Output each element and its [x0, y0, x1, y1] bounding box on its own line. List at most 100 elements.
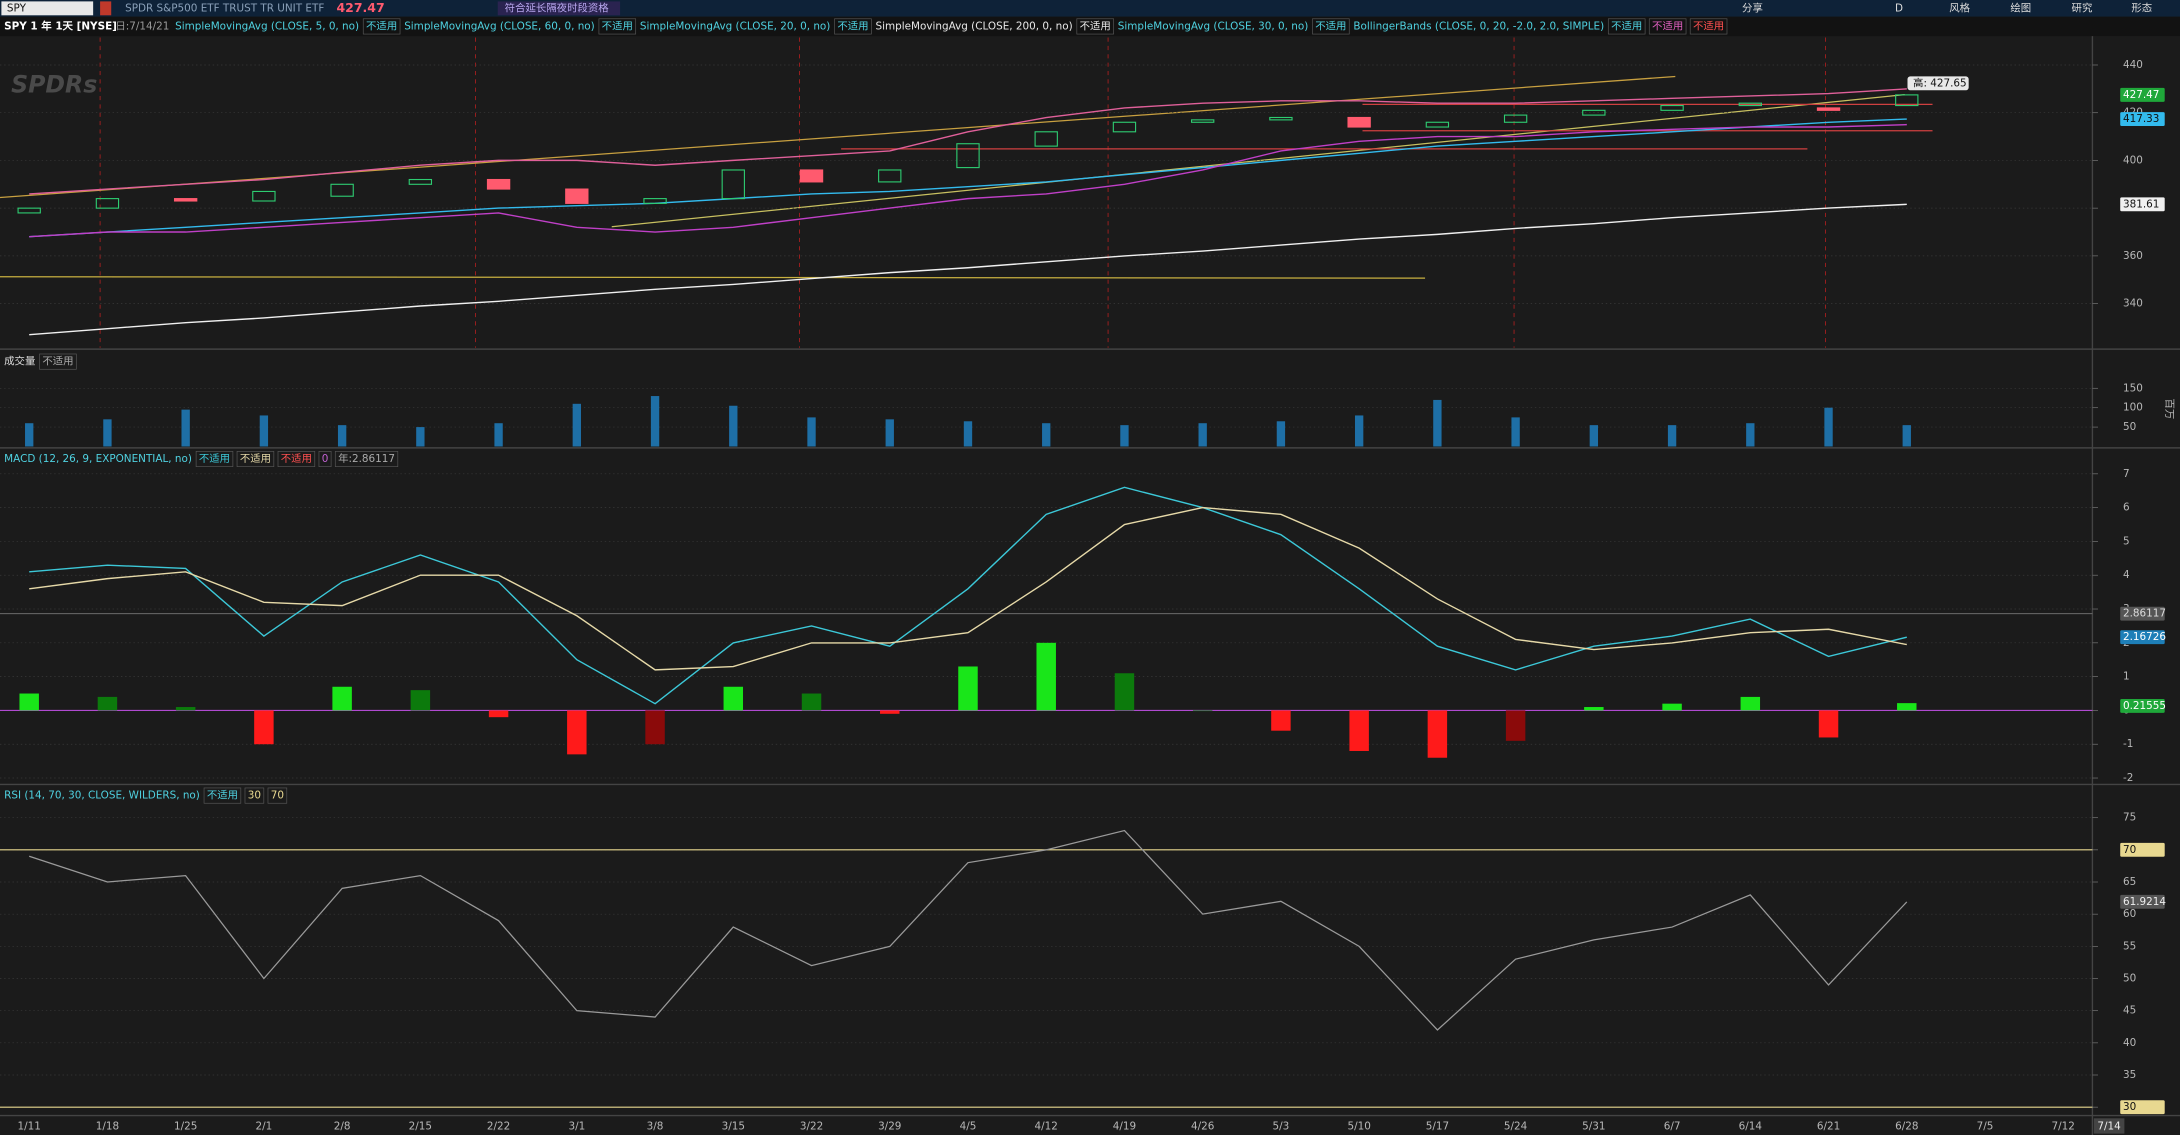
toolbar-action[interactable]: 分享: [1742, 1, 1763, 14]
panel-title: MACD (12, 26, 9, EXPONENTIAL, no): [4, 453, 192, 465]
candle: [408, 178, 433, 185]
description: SPDR S&P500 ETF TRUST TR UNIT ETF: [125, 2, 324, 14]
toolbar-action[interactable]: 形态: [2131, 1, 2152, 14]
histogram-bar: [488, 710, 509, 718]
study-status: 不适用: [837, 20, 868, 32]
histogram-bar: [645, 710, 665, 745]
candle: [173, 198, 198, 202]
volume-bar: [1824, 407, 1833, 447]
value-tag-bg: [2120, 197, 2165, 212]
histogram-bar: [1818, 710, 1839, 738]
histogram-bar: [1505, 710, 1526, 741]
toolbar-action[interactable]: D: [1895, 2, 1903, 14]
y-tick-label: 1: [2123, 671, 2130, 683]
value-tag-bg: [2120, 630, 2165, 645]
histogram-bar: [175, 707, 196, 711]
histogram-bar: [410, 690, 431, 711]
y-tick-label: 40: [2123, 1037, 2136, 1049]
volume-bar: [1902, 425, 1911, 447]
x-tick-label: 5/10: [1347, 1121, 1370, 1133]
y-tick-label: 45: [2123, 1005, 2136, 1017]
extended-hours: 符合延长隔夜时段资格: [505, 1, 610, 14]
y-tick-label: -2: [2123, 772, 2133, 784]
value-tag-bg: [2120, 606, 2165, 621]
status-box: [267, 787, 288, 804]
status-box: [203, 787, 242, 804]
panel-title: RSI (14, 70, 30, CLOSE, WILDERS, no): [4, 790, 200, 802]
watermark: SPDRs: [11, 71, 97, 99]
volume-bar: [103, 419, 112, 447]
study-status: 不适用: [1693, 20, 1724, 32]
y-tick-label: 5: [2123, 535, 2130, 547]
histogram-bar: [1271, 710, 1291, 731]
chart-label: SPY 1 年 1天 [NYSE]: [4, 19, 117, 32]
histogram-bar: [1662, 703, 1682, 711]
panel-status: 不适用: [207, 790, 238, 802]
toolbar-action[interactable]: 绘图: [2010, 1, 2031, 14]
status-box: [195, 451, 234, 468]
value-tag: 61.9214: [2123, 896, 2166, 908]
x-tick-label: 2/15: [409, 1121, 432, 1133]
volume-bar: [1667, 425, 1677, 447]
x-tick-label: 2/1: [256, 1121, 273, 1133]
symbol-box[interactable]: [1, 1, 94, 16]
y-tick-label: 50: [2123, 973, 2136, 985]
candle: [565, 188, 589, 204]
chart-date: 日:7/14/21: [115, 20, 169, 32]
status-box: [1312, 18, 1350, 35]
flag: [100, 1, 112, 16]
status-box: [598, 18, 637, 35]
toolbar-action[interactable]: 风格: [1949, 1, 1970, 14]
study-name: SimpleMovingAvg (CLOSE, 200, 0, no): [876, 20, 1073, 32]
candle: [956, 143, 980, 169]
y-tick-label: 6: [2123, 502, 2130, 514]
y-tick-label: 440: [2123, 59, 2143, 71]
study-status: 不适用: [602, 20, 633, 32]
x-tick-label: 3/8: [647, 1121, 664, 1133]
study-row: [0, 16, 2180, 37]
volume-bar: [1511, 417, 1520, 447]
status-box: [236, 451, 275, 468]
candle: [878, 169, 902, 183]
value-tag-bg: [2120, 894, 2165, 909]
high-marker-box: [1907, 76, 1969, 91]
x-tick-label: 2/22: [487, 1121, 510, 1133]
candle: [330, 183, 354, 197]
status-box: [277, 451, 316, 468]
candle: [1503, 114, 1528, 123]
x-tick-label: 6/7: [1664, 1121, 1681, 1133]
study-name: SimpleMovingAvg (CLOSE, 5, 0, no): [175, 20, 359, 32]
event-lines: [99, 37, 1826, 348]
ext-box: [497, 1, 621, 16]
x-tick-label: 4/19: [1113, 1121, 1136, 1133]
value-tag: 427.47: [2123, 89, 2159, 101]
symbol[interactable]: SPY: [7, 2, 27, 14]
toolbar-action[interactable]: 研究: [2072, 1, 2093, 14]
x-tick-label: 2/8: [334, 1121, 351, 1133]
status-box: [1689, 18, 1728, 35]
status-box: [39, 353, 77, 370]
drawings: [0, 75, 1933, 279]
volume-bar: [25, 423, 34, 447]
status-box: [318, 451, 332, 468]
moving-average-line: [29, 118, 1907, 238]
candle: [1269, 116, 1293, 121]
year-label: 年:2.86117: [338, 452, 395, 465]
x-tick-label: 5/17: [1426, 1121, 1449, 1133]
volume-bar: [181, 409, 190, 447]
x-tick-label: 5/3: [1273, 1121, 1290, 1133]
status-box: [362, 18, 401, 35]
y-tick-label: 150: [2123, 382, 2143, 394]
study-status: 不适用: [1652, 20, 1683, 32]
candle: [1191, 119, 1215, 123]
y-tick-label: 340: [2123, 298, 2143, 310]
volume-unit: 百万: [2163, 399, 2175, 420]
value-tag-bg: [2120, 1100, 2165, 1115]
price-axis-bg: [2092, 36, 2180, 1116]
study-name: SimpleMovingAvg (CLOSE, 30, 0, no): [1118, 20, 1309, 32]
volume-bar: [416, 427, 425, 447]
value-tag: 2.16726: [2123, 631, 2166, 643]
histogram-bar: [19, 693, 39, 711]
cursor-date: 7/14: [2097, 1121, 2121, 1133]
